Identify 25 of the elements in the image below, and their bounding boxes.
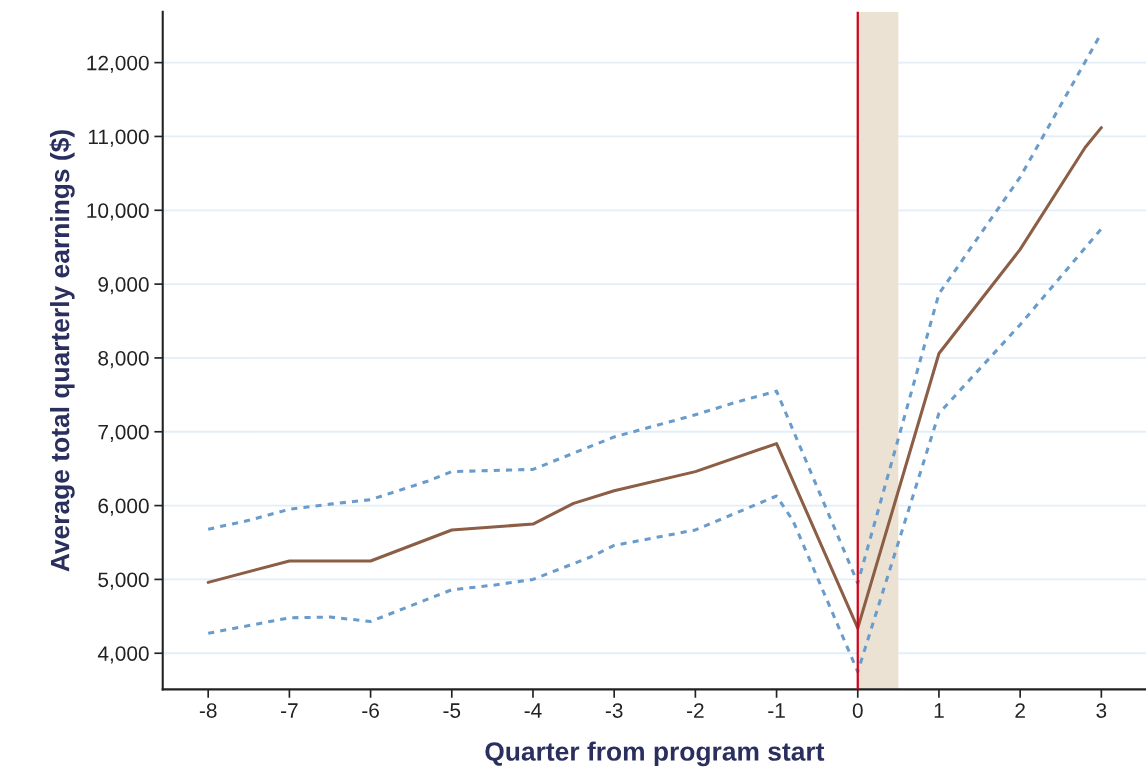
y-axis-title: Average total quarterly earnings ($) [49,130,75,572]
x-tick-label: -5 [443,703,461,718]
line-series [206,227,1103,674]
x-tick-label: -2 [687,703,704,718]
y-tick-label: 5,000 [98,572,149,590]
x-tick-label: -3 [605,703,623,718]
y-tick-label: 6,000 [98,498,149,516]
x-tick-label: 2 [1015,703,1025,718]
y-tick-label: 7,000 [98,424,149,442]
x-tick-label: 3 [1096,703,1107,718]
y-tick-label: 8,000 [98,350,149,369]
x-tick-label: -1 [768,703,785,718]
x-tick-label: -4 [524,703,542,718]
line-series [206,126,1103,630]
x-tick-label: -8 [199,703,217,718]
x-tick-label: 1 [934,703,944,718]
x-tick-label: -6 [362,703,379,718]
y-tick-label: 11,000 [88,129,149,147]
x-tick-label: -7 [281,703,298,718]
y-tick-label: 4,000 [97,646,149,664]
x-tick-label: 0 [852,703,863,718]
y-tick-label: 10,000 [87,203,149,221]
y-tick-label: 9,000 [98,277,149,295]
x-axis-title: Quarter from program start [485,741,825,767]
y-tick-label: 12,000 [87,55,149,73]
